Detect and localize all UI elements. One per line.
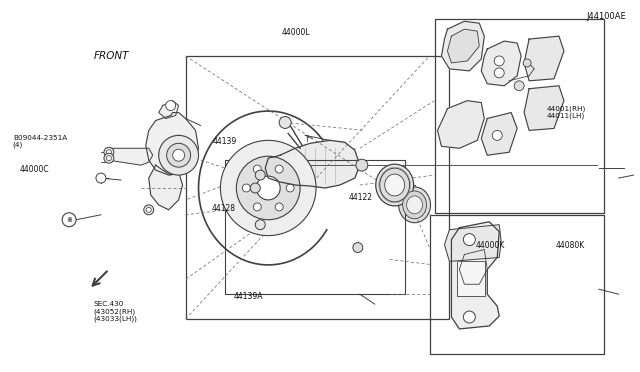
Circle shape	[275, 165, 283, 173]
Circle shape	[166, 101, 175, 110]
Circle shape	[279, 116, 291, 128]
Circle shape	[523, 59, 531, 67]
Circle shape	[353, 243, 363, 253]
Text: J44100AE: J44100AE	[586, 12, 626, 21]
Text: 44000K: 44000K	[476, 241, 506, 250]
Text: FRONT: FRONT	[94, 51, 129, 61]
Polygon shape	[444, 225, 501, 262]
Circle shape	[253, 165, 261, 173]
Circle shape	[62, 213, 76, 227]
Ellipse shape	[403, 191, 426, 219]
Polygon shape	[159, 101, 179, 119]
Text: 44000L: 44000L	[282, 28, 310, 37]
Text: 44139A: 44139A	[234, 292, 264, 301]
Polygon shape	[265, 140, 360, 188]
Circle shape	[96, 173, 106, 183]
Ellipse shape	[385, 174, 404, 196]
Circle shape	[243, 184, 250, 192]
Text: ±: ±	[66, 217, 72, 223]
Bar	[435, 19, 604, 213]
Circle shape	[144, 205, 154, 215]
Text: 44139: 44139	[213, 137, 237, 146]
Circle shape	[286, 184, 294, 192]
Text: 44000C: 44000C	[19, 165, 49, 174]
Text: 44080K: 44080K	[556, 241, 585, 250]
Circle shape	[255, 170, 265, 180]
Bar	[225, 160, 404, 294]
Polygon shape	[524, 86, 564, 131]
Circle shape	[166, 143, 191, 167]
Circle shape	[275, 203, 283, 211]
Circle shape	[104, 147, 114, 157]
Polygon shape	[442, 21, 484, 71]
Circle shape	[104, 153, 114, 163]
Polygon shape	[524, 36, 564, 81]
Polygon shape	[146, 113, 198, 175]
Circle shape	[255, 220, 265, 230]
Polygon shape	[460, 250, 487, 284]
Polygon shape	[148, 165, 182, 210]
Polygon shape	[447, 29, 479, 63]
Circle shape	[220, 140, 316, 235]
Bar	[429, 215, 604, 354]
Polygon shape	[451, 222, 499, 329]
Circle shape	[106, 156, 111, 161]
Circle shape	[514, 81, 524, 91]
Polygon shape	[481, 41, 521, 86]
Circle shape	[494, 56, 504, 66]
Circle shape	[256, 176, 280, 200]
Circle shape	[356, 159, 368, 171]
Circle shape	[159, 135, 198, 175]
Bar	[186, 56, 449, 319]
Text: B09044-2351A
(4): B09044-2351A (4)	[13, 135, 67, 148]
Text: 44001(RH)
44011(LH): 44001(RH) 44011(LH)	[546, 105, 586, 119]
Circle shape	[147, 207, 151, 212]
Circle shape	[494, 68, 504, 78]
Circle shape	[463, 234, 476, 246]
Ellipse shape	[406, 196, 422, 214]
Circle shape	[250, 183, 260, 193]
Polygon shape	[107, 148, 153, 165]
Ellipse shape	[399, 187, 431, 223]
Ellipse shape	[376, 164, 413, 206]
Circle shape	[236, 156, 300, 220]
Circle shape	[173, 149, 184, 161]
Circle shape	[492, 131, 502, 140]
Text: 44122: 44122	[349, 193, 372, 202]
Polygon shape	[438, 101, 484, 148]
Circle shape	[463, 311, 476, 323]
Circle shape	[253, 203, 261, 211]
Ellipse shape	[380, 168, 410, 202]
Circle shape	[106, 150, 111, 155]
Bar	[458, 262, 485, 296]
Text: SEC.430
(43052(RH)
(43033(LH)): SEC.430 (43052(RH) (43033(LH))	[94, 301, 138, 322]
Polygon shape	[481, 113, 517, 155]
Text: B: B	[67, 217, 71, 222]
Text: 44128: 44128	[212, 203, 236, 213]
